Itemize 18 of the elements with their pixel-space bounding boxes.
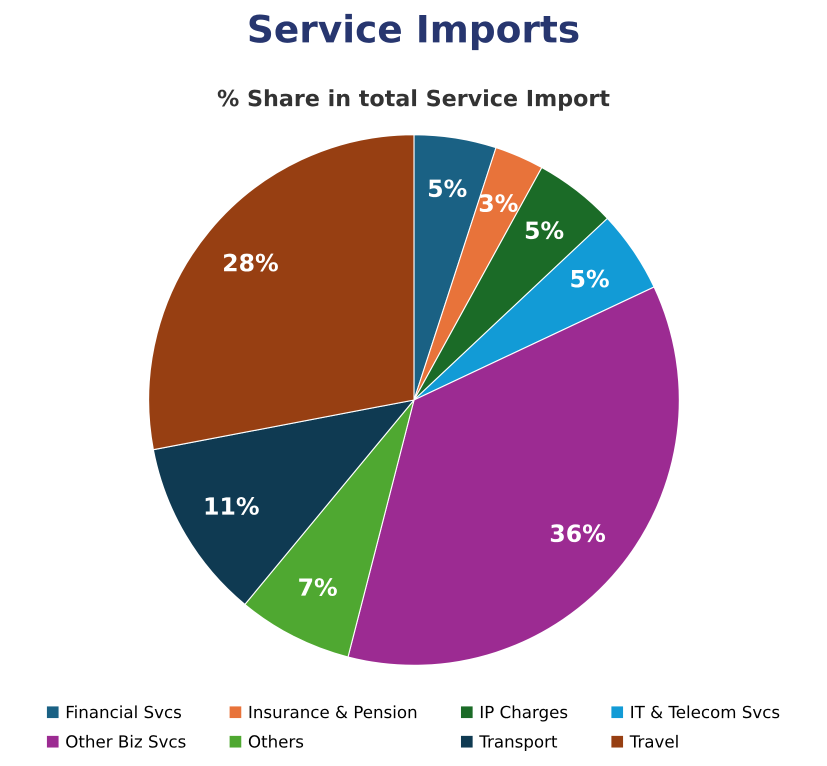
- data-label: 36%: [550, 524, 606, 542]
- data-label: 5%: [526, 221, 564, 240]
- legend-label: Others: [248, 734, 304, 748]
- legend-label: Financial Svcs: [66, 705, 182, 718]
- chart-title: Service Imports: [250, 14, 578, 50]
- chart-subtitle: % Share in total Service Import: [218, 89, 610, 111]
- data-label: 5%: [571, 270, 609, 288]
- data-label: 5%: [428, 179, 466, 198]
- legend-label: Other Biz Svcs: [66, 734, 186, 748]
- legend-label: Travel: [630, 734, 678, 748]
- legend-label: IT & Telecom Svcs: [631, 705, 780, 718]
- data-label: 7%: [299, 578, 337, 596]
- data-label: 3%: [480, 194, 518, 212]
- legend-label: Insurance & Pension: [250, 705, 416, 718]
- data-label: 28%: [224, 254, 278, 272]
- legend-label: Transport: [479, 735, 558, 751]
- data-label: 11%: [206, 497, 259, 515]
- legend-label: IP Charges: [480, 705, 568, 722]
